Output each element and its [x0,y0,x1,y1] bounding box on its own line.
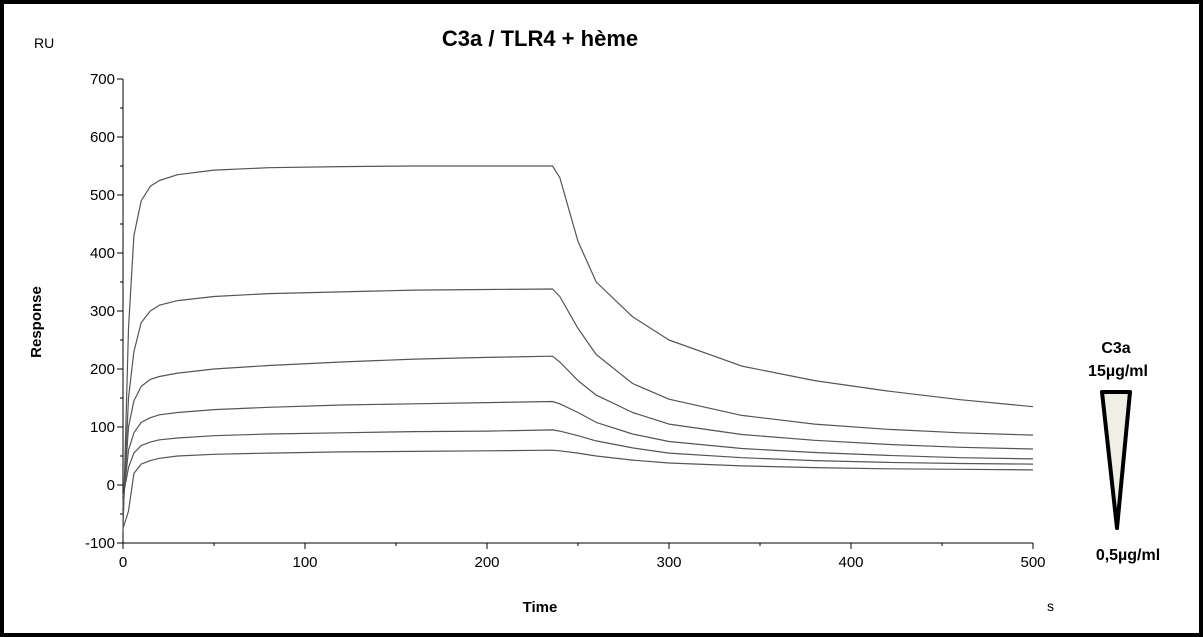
sensorgram-line-2 [122,288,1034,520]
legend: C3a 15µg/ml 0,5µg/ml [1088,340,1160,564]
legend-label: C3a [1101,340,1130,357]
y-unit-label: RU [34,35,54,51]
y-tick-label: 600 [90,129,115,146]
x-tick-label: 100 [292,554,317,571]
plot-lines [122,165,1034,532]
y-tick-label: 200 [90,361,115,378]
chart-title: C3a / TLR4 + hème [442,26,638,51]
sensorgram-line-6 [122,449,1034,529]
x-tick-label: 200 [474,554,499,571]
y-tick-label: 100 [90,419,115,436]
y-tick-label: -100 [85,535,115,552]
x-axis-title: Time [523,599,558,616]
legend-high-label: 15µg/ml [1088,363,1148,380]
x-tick-label: 500 [1020,554,1045,571]
x-tick-label: 0 [119,554,127,571]
sensorgram-line-5 [122,429,1034,497]
y-tick-label: 0 [107,477,115,494]
y-tick-label: 700 [90,71,115,88]
sensorgram-line-4 [122,400,1034,503]
x-tick-label: 300 [656,554,681,571]
concentration-gradient-triangle [1100,390,1132,530]
sensorgram-line-3 [122,355,1034,509]
y-tick-label: 400 [90,245,115,262]
x-unit-label: s [1047,598,1054,614]
x-tick-label: 400 [838,554,863,571]
y-axis-title: Response [28,286,45,358]
legend-low-label: 0,5µg/ml [1096,547,1160,564]
y-tick-label: 500 [90,187,115,204]
y-tick-label: 300 [90,303,115,320]
sensorgram-line-1 [122,165,1034,532]
